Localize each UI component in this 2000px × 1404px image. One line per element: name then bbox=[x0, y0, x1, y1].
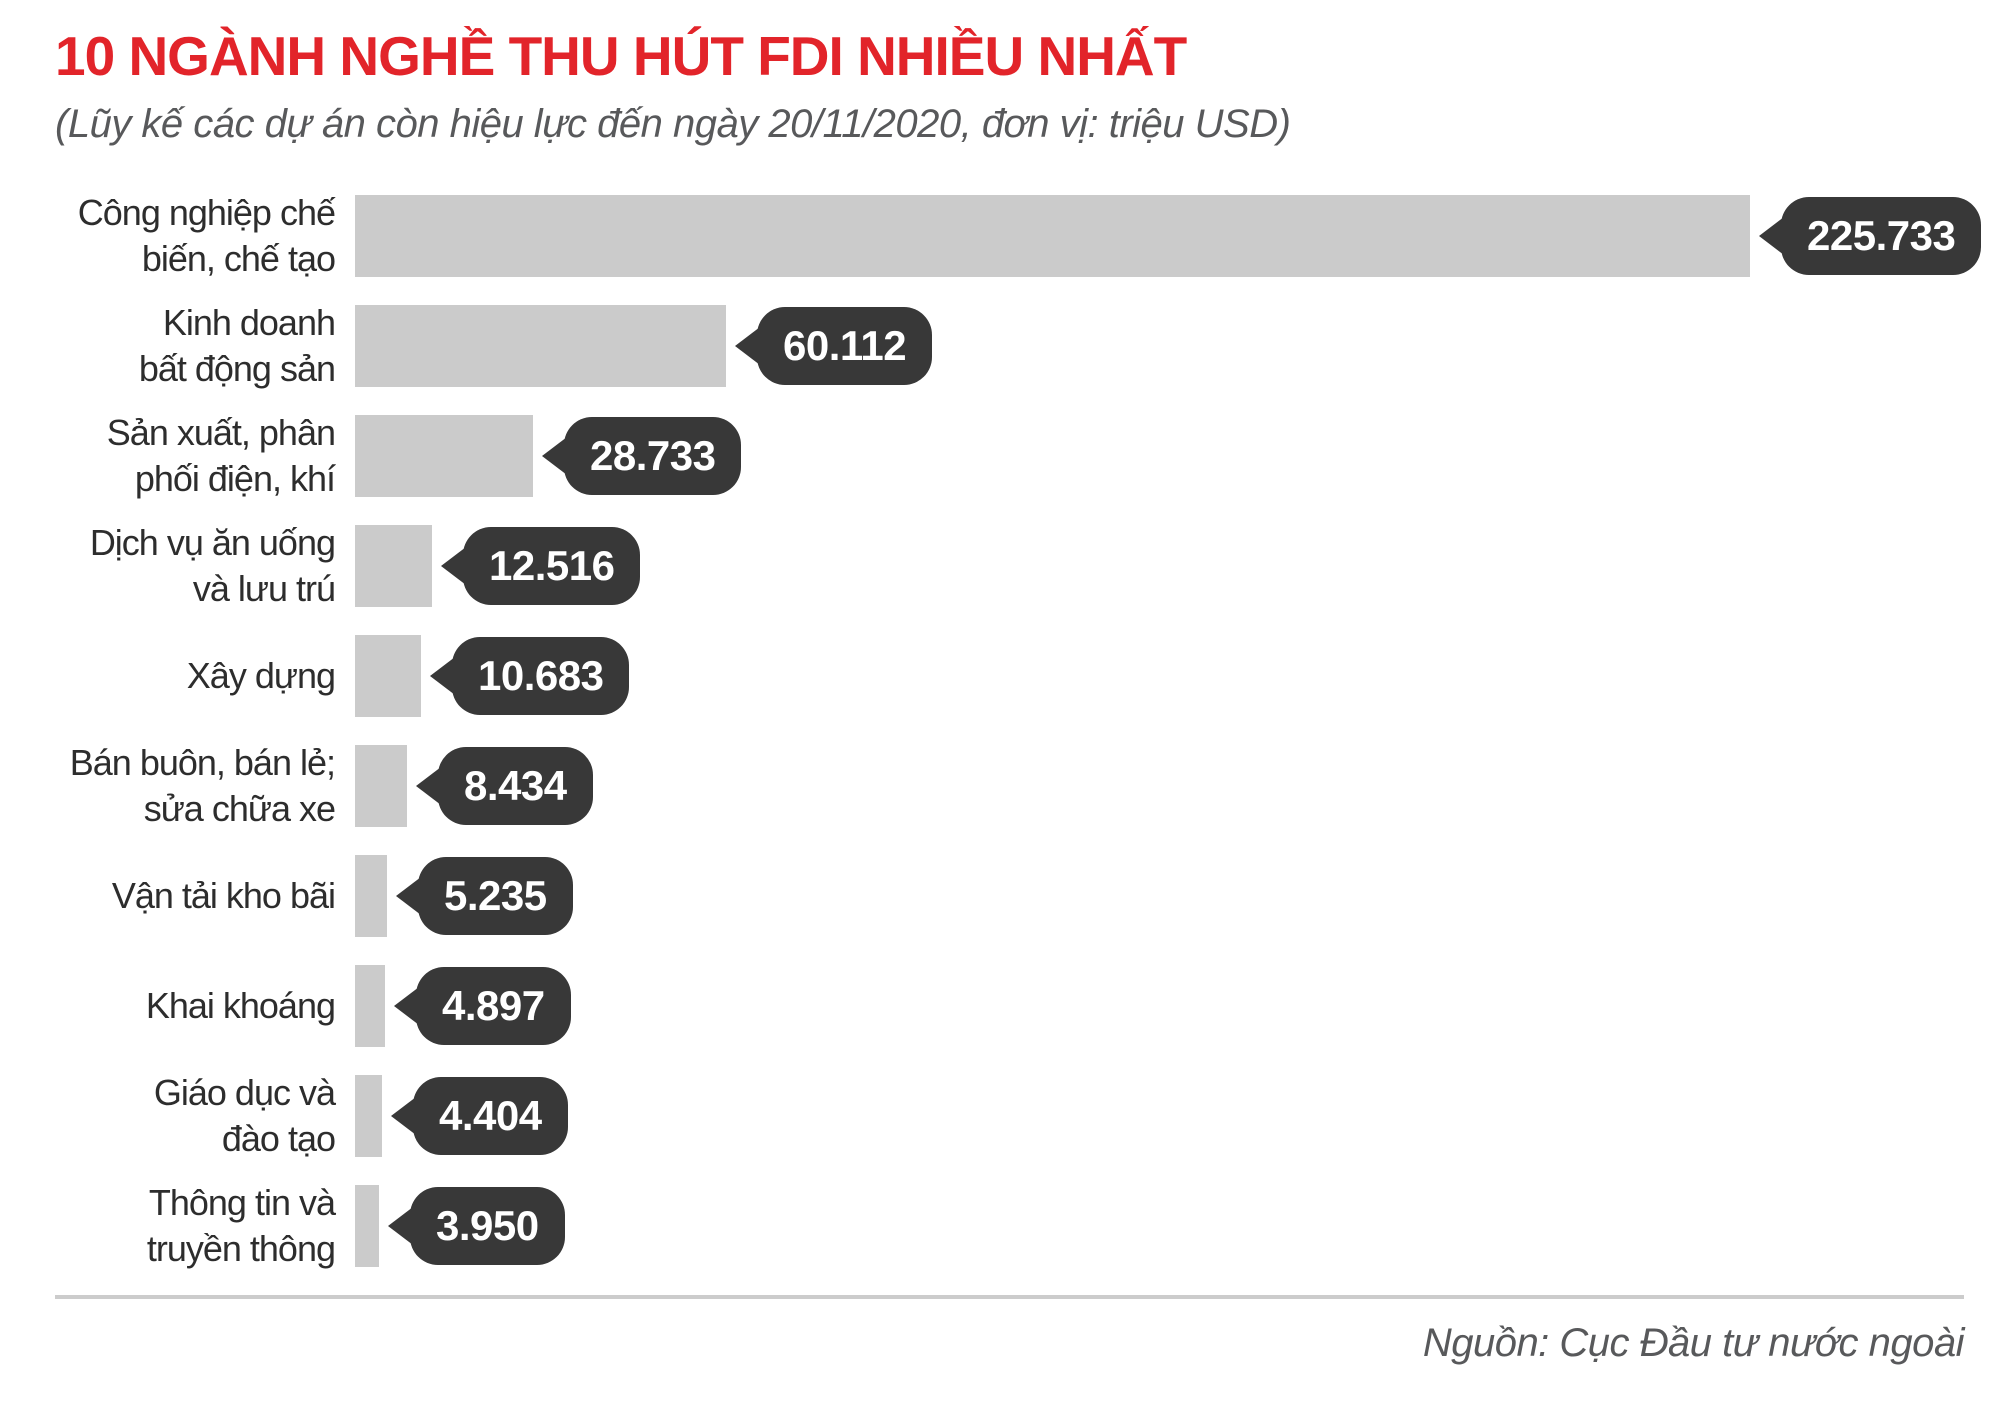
value-badge: 10.683 bbox=[430, 636, 630, 715]
value-badge: 12.516 bbox=[441, 526, 641, 605]
badge-arrow-left-icon bbox=[388, 1206, 413, 1245]
bar-area: 60.112 bbox=[355, 304, 1964, 387]
value-badge: 3.950 bbox=[388, 1186, 565, 1265]
badge-arrow-left-icon bbox=[441, 546, 466, 585]
badge-arrow-left-icon bbox=[396, 876, 421, 915]
source-note: Nguồn: Cục Đầu tư nước ngoài bbox=[1422, 1320, 1965, 1365]
value-badge: 225.733 bbox=[1759, 196, 1982, 275]
category-label: Xây dựng bbox=[186, 654, 336, 696]
value-label: 4.404 bbox=[413, 1076, 568, 1155]
chart-row: Thông tin và truyền thông 3.950 bbox=[55, 1182, 1964, 1269]
value-bar bbox=[355, 854, 387, 937]
category-label: Thông tin và truyền thông bbox=[146, 1181, 336, 1269]
value-bar bbox=[355, 964, 385, 1047]
bar-area: 12.516 bbox=[355, 524, 1964, 607]
value-label: 4.897 bbox=[416, 966, 571, 1045]
badge-arrow-left-icon bbox=[391, 1096, 416, 1135]
bar-area: 225.733 bbox=[355, 194, 1982, 277]
category-label: Bán buôn, bán lẻ; sửa chữa xe bbox=[69, 741, 336, 829]
value-bar bbox=[355, 1184, 379, 1267]
bar-area: 8.434 bbox=[355, 744, 1964, 827]
badge-arrow-left-icon bbox=[416, 766, 441, 805]
chart-row: Dịch vụ ăn uống và lưu trú 12.516 bbox=[55, 522, 1964, 609]
bar-area: 4.897 bbox=[355, 964, 1964, 1047]
chart-subtitle: (Lũy kế các dự án còn hiệu lực đến ngày … bbox=[55, 101, 1291, 146]
value-badge: 60.112 bbox=[735, 306, 933, 385]
value-label: 12.516 bbox=[463, 526, 641, 605]
category-label: Khai khoáng bbox=[145, 984, 336, 1026]
value-label: 60.112 bbox=[757, 306, 933, 385]
category-label: Dịch vụ ăn uống và lưu trú bbox=[89, 521, 336, 609]
badge-arrow-left-icon bbox=[430, 656, 455, 695]
value-badge: 4.404 bbox=[391, 1076, 568, 1155]
page-title: 10 NGÀNH NGHỀ THU HÚT FDI NHIỀU NHẤT bbox=[55, 25, 1187, 87]
chart-row: Vận tải kho bãi 5.235 bbox=[55, 854, 1964, 937]
chart-row: Xây dựng 10.683 bbox=[55, 634, 1964, 717]
value-label: 8.434 bbox=[438, 746, 593, 825]
value-label: 28.733 bbox=[564, 416, 742, 495]
chart-row: Kinh doanh bất động sản 60.112 bbox=[55, 302, 1964, 389]
category-label: Kinh doanh bất động sản bbox=[138, 301, 336, 389]
value-badge: 8.434 bbox=[416, 746, 593, 825]
value-bar bbox=[355, 1074, 382, 1157]
category-label: Vận tải kho bãi bbox=[111, 874, 336, 916]
value-bar bbox=[355, 524, 432, 607]
chart-row: Công nghiệp chế biến, chế tạo 225.733 bbox=[55, 192, 1982, 279]
value-label: 5.235 bbox=[418, 856, 573, 935]
value-label: 3.950 bbox=[410, 1186, 565, 1265]
bar-area: 28.733 bbox=[355, 414, 1964, 497]
badge-arrow-left-icon bbox=[394, 986, 419, 1025]
badge-arrow-left-icon bbox=[735, 326, 760, 365]
value-badge: 4.897 bbox=[394, 966, 571, 1045]
category-label: Giáo dục và đào tạo bbox=[153, 1071, 336, 1159]
chart-row: Sản xuất, phân phối điện, khí 28.733 bbox=[55, 412, 1964, 499]
value-bar bbox=[355, 304, 726, 387]
value-label: 225.733 bbox=[1781, 196, 1982, 275]
badge-arrow-left-icon bbox=[1759, 216, 1784, 255]
value-badge: 5.235 bbox=[396, 856, 573, 935]
bar-chart: Công nghiệp chế biến, chế tạo 225.733 Ki… bbox=[55, 192, 1982, 1269]
chart-row: Khai khoáng 4.897 bbox=[55, 964, 1964, 1047]
value-bar bbox=[355, 744, 407, 827]
category-label: Công nghiệp chế biến, chế tạo bbox=[77, 191, 336, 279]
chart-row: Giáo dục và đào tạo 4.404 bbox=[55, 1072, 1964, 1159]
bar-area: 4.404 bbox=[355, 1074, 1964, 1157]
value-badge: 28.733 bbox=[542, 416, 742, 495]
bar-area: 10.683 bbox=[355, 634, 1964, 717]
value-bar bbox=[355, 634, 421, 717]
bar-area: 3.950 bbox=[355, 1184, 1964, 1267]
chart-row: Bán buôn, bán lẻ; sửa chữa xe 8.434 bbox=[55, 742, 1964, 829]
bar-area: 5.235 bbox=[355, 854, 1964, 937]
divider-line bbox=[55, 1294, 1964, 1299]
value-bar bbox=[355, 194, 1750, 277]
badge-arrow-left-icon bbox=[542, 436, 567, 475]
value-label: 10.683 bbox=[452, 636, 630, 715]
value-bar bbox=[355, 414, 533, 497]
category-label: Sản xuất, phân phối điện, khí bbox=[106, 411, 336, 499]
